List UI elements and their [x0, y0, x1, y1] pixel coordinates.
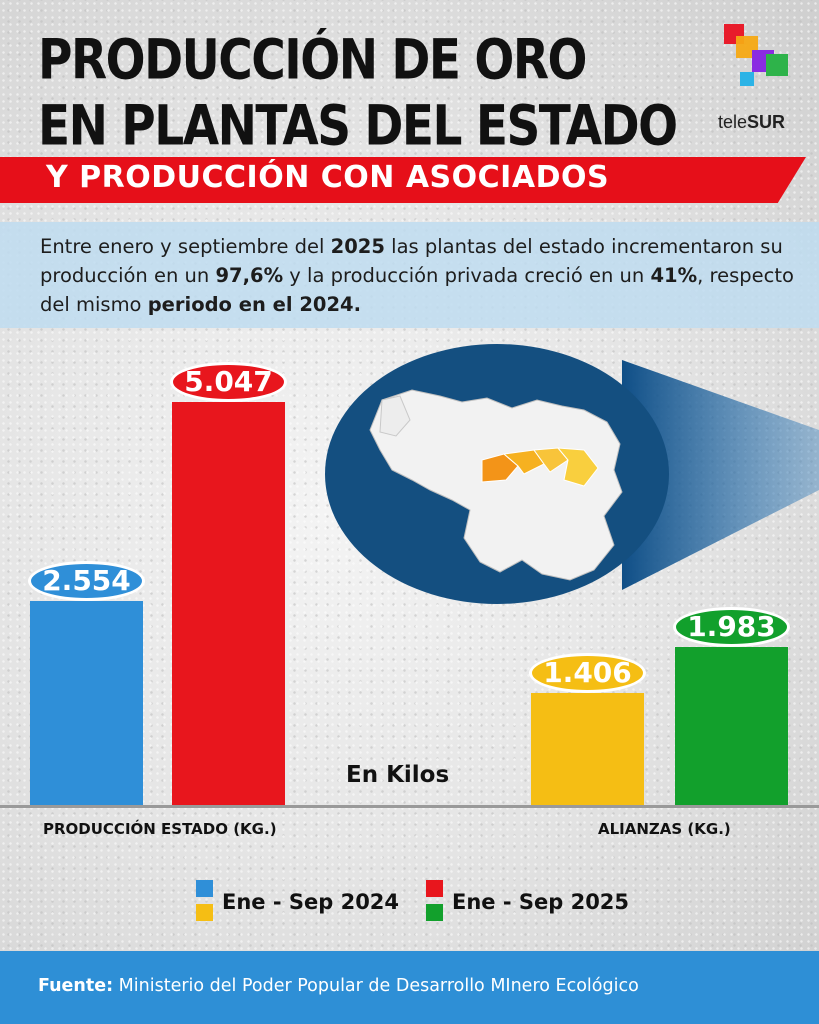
- subtitle: Y PRODUCCIÓN CON ASOCIADOS: [46, 160, 610, 195]
- venezuela-map: [322, 340, 819, 620]
- chart-baseline: [0, 805, 819, 808]
- data-label-estado-2025: 5.047: [170, 362, 287, 402]
- legend-swatch-blue: [196, 880, 213, 897]
- footer-band: [0, 951, 819, 1024]
- telesur-logo-icon: [716, 24, 806, 134]
- title-line-2: EN PLANTAS DEL ESTADO: [38, 94, 678, 159]
- title-line-1: PRODUCCIÓN DE ORO: [38, 28, 587, 93]
- bar-estado-2024: [30, 601, 143, 805]
- bar-estado-2025: [172, 402, 285, 805]
- bar-alianzas-2025: [675, 647, 788, 805]
- legend-label-2025: Ene - Sep 2025: [452, 890, 630, 914]
- brand-name: teleSUR: [718, 112, 786, 132]
- subtitle-band: Y PRODUCCIÓN CON ASOCIADOS: [0, 157, 806, 203]
- intro-band: [0, 222, 819, 328]
- bar-alianzas-2024: [531, 693, 644, 805]
- legend-swatch-yellow: [196, 904, 213, 921]
- legend-swatch-red: [426, 880, 443, 897]
- category-label-alianzas: ALIANZAS (KG.): [598, 820, 731, 838]
- y-axis-label: En Kilos: [346, 762, 450, 788]
- data-label-alianzas-2025: 1.983: [673, 607, 790, 647]
- legend-swatch-green: [426, 904, 443, 921]
- data-label-alianzas-2024: 1.406: [529, 653, 646, 693]
- category-label-estado: PRODUCCIÓN ESTADO (KG.): [43, 820, 277, 838]
- intro-text: Entre enero y septiembre del 2025 las pl…: [40, 235, 794, 316]
- legend-label-2024: Ene - Sep 2024: [222, 890, 400, 914]
- source-note: Fuente: Ministerio del Poder Popular de …: [38, 976, 639, 996]
- data-label-estado-2024: 2.554: [28, 561, 145, 601]
